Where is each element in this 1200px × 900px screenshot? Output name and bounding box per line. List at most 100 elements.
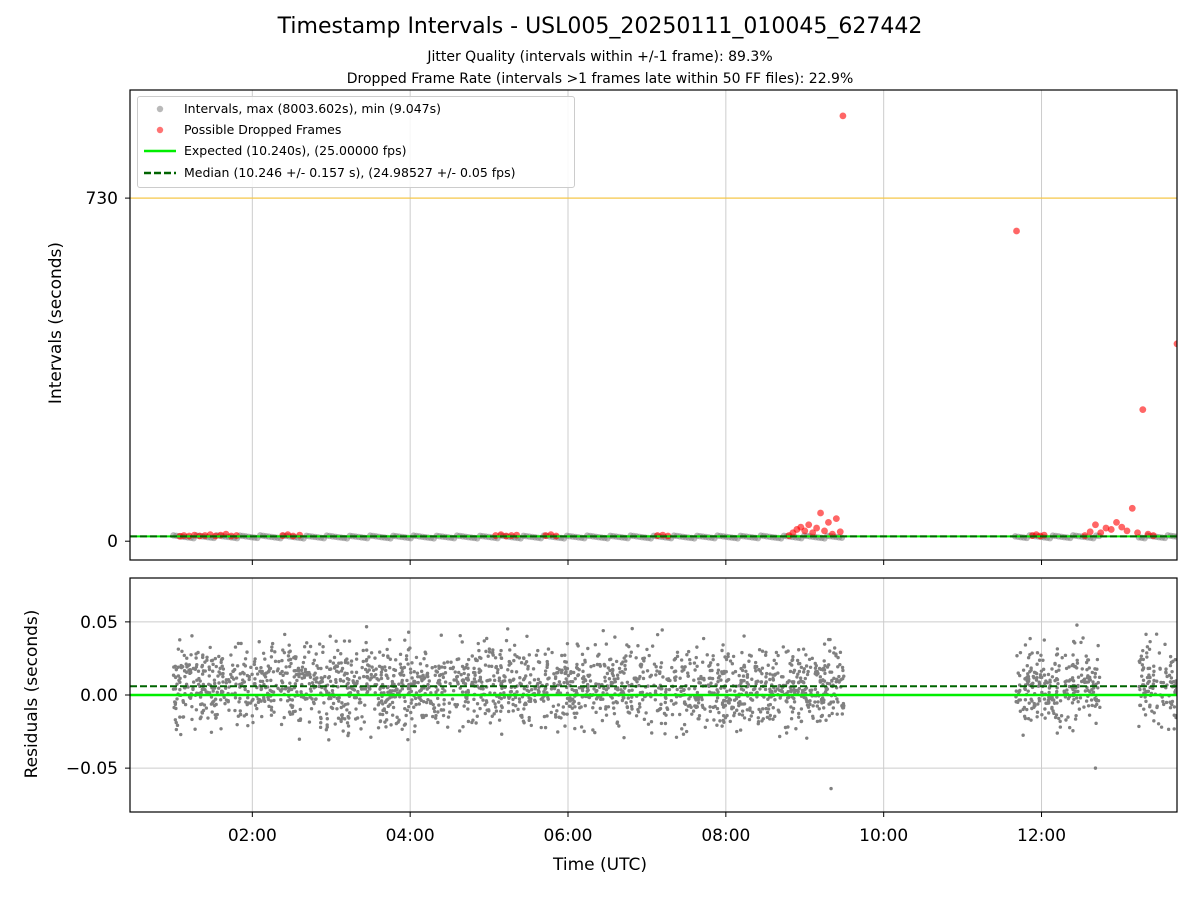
residual-point bbox=[724, 657, 729, 662]
residual-point bbox=[368, 678, 372, 682]
residual-point bbox=[742, 664, 746, 669]
residual-point bbox=[533, 686, 537, 691]
residual-point bbox=[214, 716, 218, 720]
residual-point bbox=[173, 701, 178, 705]
residual-point bbox=[572, 688, 576, 693]
residual-point bbox=[334, 678, 338, 682]
residual-point bbox=[597, 682, 601, 687]
residual-point bbox=[174, 727, 179, 732]
dropped-subtitle: Dropped Frame Rate (intervals >1 frames … bbox=[346, 71, 854, 87]
dropped-frame-point bbox=[513, 531, 521, 539]
residual-point bbox=[808, 702, 812, 707]
residual-point bbox=[245, 650, 249, 654]
residual-point bbox=[212, 686, 217, 690]
residual-point bbox=[1048, 678, 1052, 682]
residual-point bbox=[210, 710, 214, 714]
residual-point bbox=[203, 660, 207, 664]
residual-point bbox=[797, 715, 801, 719]
residual-point bbox=[310, 681, 315, 685]
residual-point bbox=[795, 675, 799, 679]
residual-point bbox=[598, 706, 602, 711]
residual-point bbox=[346, 733, 350, 738]
residual-point bbox=[1070, 663, 1074, 668]
residual-point bbox=[322, 701, 326, 705]
residual-point bbox=[614, 700, 618, 704]
residual-point bbox=[180, 649, 184, 653]
dropped-frame-point bbox=[1173, 340, 1177, 348]
residual-point bbox=[272, 698, 276, 703]
residual-point bbox=[1018, 698, 1023, 702]
residual-point bbox=[768, 672, 772, 676]
residual-point bbox=[412, 670, 416, 674]
residual-point bbox=[660, 628, 664, 632]
residual-point bbox=[583, 658, 587, 663]
residual-point bbox=[636, 707, 640, 712]
residual-point bbox=[281, 648, 285, 652]
residual-point bbox=[709, 681, 713, 685]
residual-point bbox=[1014, 700, 1019, 704]
residual-point bbox=[315, 676, 319, 680]
residual-point bbox=[451, 689, 456, 693]
residual-point bbox=[1168, 706, 1173, 710]
residual-point bbox=[308, 675, 313, 680]
residual-point bbox=[603, 679, 607, 683]
residual-point bbox=[1067, 665, 1071, 669]
residual-point bbox=[510, 669, 514, 674]
residual-point bbox=[637, 677, 641, 681]
dropped-frame-point bbox=[809, 529, 817, 537]
residual-point bbox=[1030, 706, 1034, 711]
dropped-frame-point bbox=[1128, 504, 1136, 512]
residual-point bbox=[565, 696, 570, 701]
residual-point bbox=[501, 679, 505, 684]
residual-point bbox=[653, 689, 658, 693]
residual-point bbox=[487, 664, 491, 668]
residual-point bbox=[735, 729, 739, 734]
residual-point bbox=[1072, 697, 1076, 702]
residual-point bbox=[1157, 651, 1162, 655]
residual-point bbox=[260, 714, 264, 719]
residual-point bbox=[374, 667, 378, 671]
residual-point bbox=[1096, 643, 1100, 648]
residual-point bbox=[233, 696, 238, 700]
residual-point bbox=[521, 719, 526, 723]
residual-point bbox=[198, 679, 202, 683]
residual-point bbox=[826, 663, 831, 667]
residual-point bbox=[559, 670, 564, 675]
residual-point bbox=[421, 674, 425, 678]
residual-point bbox=[726, 700, 731, 705]
residual-point bbox=[1025, 664, 1029, 668]
residual-point bbox=[432, 709, 437, 714]
residual-point bbox=[563, 659, 567, 664]
residual-point bbox=[178, 680, 182, 685]
residual-point bbox=[818, 675, 823, 679]
residual-point bbox=[736, 701, 741, 705]
residual-point bbox=[269, 655, 274, 659]
residual-point bbox=[370, 665, 374, 669]
residual-point bbox=[433, 664, 437, 669]
residual-point bbox=[380, 665, 384, 670]
residual-point bbox=[219, 727, 223, 731]
residual-point bbox=[555, 709, 559, 713]
residual-point bbox=[692, 678, 696, 682]
residual-point bbox=[737, 712, 742, 716]
residual-point bbox=[190, 634, 194, 638]
residual-point bbox=[645, 669, 650, 673]
residual-point bbox=[756, 720, 761, 724]
residual-point bbox=[723, 655, 727, 659]
residual-point bbox=[1042, 638, 1046, 642]
residual-point bbox=[448, 710, 452, 714]
residual-point bbox=[354, 695, 358, 700]
residual-point bbox=[716, 668, 721, 672]
residual-point bbox=[813, 687, 818, 691]
residual-point bbox=[1023, 698, 1028, 702]
residual-point bbox=[442, 702, 446, 706]
residual-point bbox=[658, 671, 662, 676]
residual-point bbox=[571, 702, 575, 706]
residual-point bbox=[804, 653, 808, 657]
residual-point bbox=[691, 709, 696, 713]
residual-point bbox=[1066, 715, 1070, 719]
residual-point bbox=[1141, 648, 1145, 653]
residual-point bbox=[253, 657, 257, 661]
residual-point bbox=[634, 714, 639, 718]
residual-point bbox=[1152, 669, 1156, 674]
